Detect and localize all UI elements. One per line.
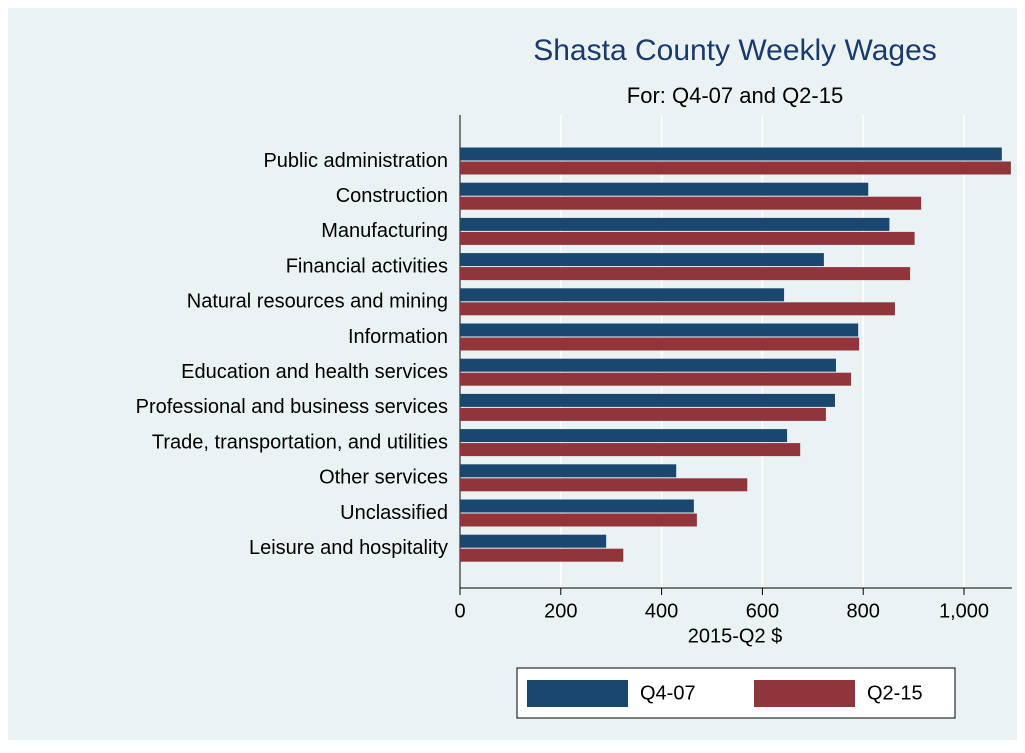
- x-tick-label: 400: [645, 600, 678, 622]
- legend-swatch: [527, 680, 628, 707]
- bar: [460, 196, 922, 210]
- y-tick-label: Natural resources and mining: [187, 291, 448, 313]
- legend-swatch: [754, 680, 855, 707]
- chart-subtitle: For: Q4-07 and Q2-15: [627, 83, 843, 108]
- bar: [460, 407, 826, 421]
- y-tick-label: Information: [348, 326, 448, 348]
- bar: [460, 182, 869, 196]
- bar: [460, 429, 788, 443]
- bar: [460, 231, 915, 245]
- bar: [460, 513, 697, 527]
- bar: [460, 267, 911, 281]
- y-tick-label: Professional and business services: [136, 396, 448, 418]
- bar: [460, 288, 785, 302]
- bar: [460, 302, 895, 316]
- bar: [460, 161, 1011, 175]
- bar: [460, 147, 1002, 161]
- bar: [460, 337, 860, 351]
- bar: [460, 464, 677, 478]
- chart-title: Shasta County Weekly Wages: [533, 34, 937, 67]
- bar: [460, 217, 890, 231]
- bar: [460, 372, 852, 386]
- x-tick-label: 0: [454, 600, 465, 622]
- x-tick-label: 600: [746, 600, 779, 622]
- y-tick-label: Financial activities: [286, 255, 448, 277]
- bar: [460, 478, 748, 492]
- bar: [460, 393, 835, 407]
- legend-label: Q4-07: [640, 682, 696, 704]
- y-tick-label: Leisure and hospitality: [249, 537, 448, 559]
- legend-label: Q2-15: [867, 682, 923, 704]
- y-tick-label: Education and health services: [181, 361, 448, 383]
- bar: [460, 323, 859, 337]
- x-tick-label: 1,000: [939, 600, 989, 622]
- x-tick-label: 800: [847, 600, 880, 622]
- bar: [460, 548, 624, 562]
- x-tick-label: 200: [544, 600, 577, 622]
- y-tick-label: Trade, transportation, and utilities: [152, 431, 448, 453]
- bar: [460, 443, 801, 457]
- bar: [460, 253, 824, 267]
- y-tick-label: Manufacturing: [321, 220, 448, 242]
- bar: [460, 534, 607, 548]
- y-tick-label: Other services: [319, 467, 448, 489]
- bar: [460, 499, 694, 513]
- y-tick-label: Unclassified: [340, 502, 448, 524]
- y-tick-label: Construction: [336, 185, 448, 207]
- x-axis-title: 2015-Q2 $: [688, 625, 783, 647]
- y-tick-label: Public administration: [263, 150, 448, 172]
- bar: [460, 358, 836, 372]
